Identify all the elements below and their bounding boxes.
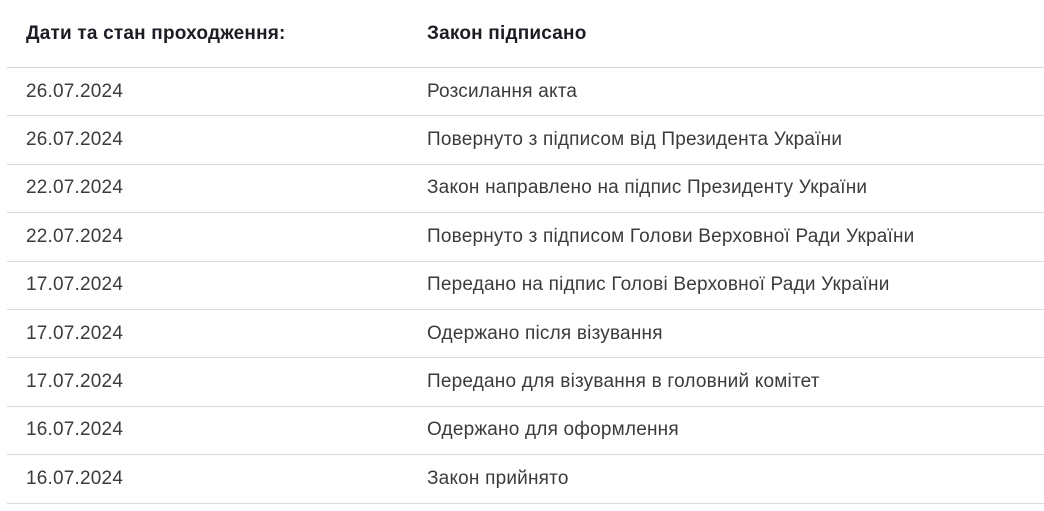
table-body: 26.07.2024 Розсилання акта 26.07.2024 Повер…	[0, 68, 1044, 504]
row-date: 22.07.2024	[26, 177, 124, 199]
table-row: 22.07.2024 Закон направлено на підпис Пре…	[7, 165, 1044, 214]
row-date: 17.07.2024	[26, 322, 124, 344]
row-status: Повернуто з підписом від Президента Укра…	[427, 129, 843, 151]
table-row: 16.07.2024 Одержано для оформлення	[7, 407, 1044, 456]
table-header-row: Дати та стан проходження: Закон підписан…	[7, 0, 1044, 68]
row-date: 16.07.2024	[26, 467, 124, 489]
row-status: Передано на підпис Голові Верховної Ради…	[427, 274, 890, 296]
row-date: 26.07.2024	[26, 80, 124, 102]
row-status: Закон прийнято	[427, 467, 569, 489]
table-row: 17.07.2024 Передано на підпис Голові Верх…	[7, 262, 1044, 310]
table-row: 16.07.2024 Закон прийнято	[7, 455, 1044, 504]
header-dates-and-stage: Дати та стан проходження:	[26, 22, 286, 44]
header-law-signed: Закон підписано	[427, 22, 587, 44]
row-date: 17.07.2024	[26, 371, 124, 393]
row-status: Одержано після візування	[427, 322, 663, 344]
row-status: Закон направлено на підпис Президенту Ук…	[427, 177, 868, 199]
row-date: 22.07.2024	[26, 225, 124, 247]
table-row: 17.07.2024 Одержано після візування	[7, 310, 1044, 359]
row-status: Передано для візування в головний коміте…	[427, 371, 820, 393]
row-date: 26.07.2024	[26, 129, 124, 151]
table-row: 22.07.2024 Повернуто з підписом Голови Ве…	[7, 213, 1044, 262]
row-status: Розсилання акта	[427, 80, 578, 102]
row-date: 16.07.2024	[26, 419, 124, 441]
table-row: 17.07.2024 Передано для візування в голов…	[7, 358, 1044, 407]
row-date: 17.07.2024	[26, 274, 124, 296]
table-row: 26.07.2024 Розсилання акта	[7, 68, 1044, 117]
row-status: Одержано для оформлення	[427, 419, 679, 441]
row-status: Повернуто з підписом Голови Верховної Ра…	[427, 225, 915, 247]
table-row: 26.07.2024 Повернуто з підписом від Прези…	[7, 116, 1044, 165]
